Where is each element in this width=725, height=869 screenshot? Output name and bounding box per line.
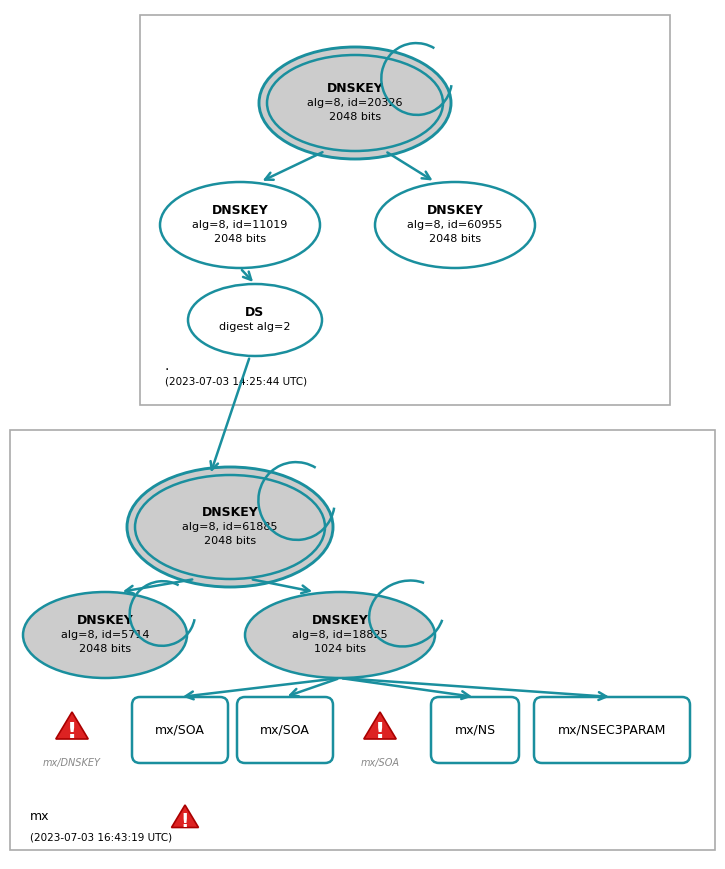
Text: mx/SOA: mx/SOA bbox=[260, 724, 310, 737]
Ellipse shape bbox=[127, 467, 333, 587]
Polygon shape bbox=[56, 712, 88, 739]
Text: mx/NSEC3PARAM: mx/NSEC3PARAM bbox=[558, 724, 666, 737]
Text: DNSKEY: DNSKEY bbox=[312, 614, 368, 627]
Text: mx: mx bbox=[30, 810, 49, 823]
Text: alg=8, id=61885: alg=8, id=61885 bbox=[182, 522, 278, 532]
Text: DNSKEY: DNSKEY bbox=[77, 614, 133, 627]
Text: 2048 bits: 2048 bits bbox=[329, 112, 381, 122]
Text: .: . bbox=[165, 359, 170, 373]
FancyBboxPatch shape bbox=[237, 697, 333, 763]
Text: mx/NS: mx/NS bbox=[455, 724, 496, 737]
Ellipse shape bbox=[188, 284, 322, 356]
Ellipse shape bbox=[245, 592, 435, 678]
Text: alg=8, id=5714: alg=8, id=5714 bbox=[61, 630, 149, 640]
Text: alg=8, id=20326: alg=8, id=20326 bbox=[307, 98, 403, 108]
FancyBboxPatch shape bbox=[431, 697, 519, 763]
Text: DNSKEY: DNSKEY bbox=[212, 204, 268, 217]
Text: (2023-07-03 16:43:19 UTC): (2023-07-03 16:43:19 UTC) bbox=[30, 832, 172, 842]
Text: mx/SOA: mx/SOA bbox=[155, 724, 205, 737]
Ellipse shape bbox=[23, 592, 187, 678]
FancyBboxPatch shape bbox=[10, 430, 715, 850]
Text: (2023-07-03 14:25:44 UTC): (2023-07-03 14:25:44 UTC) bbox=[165, 377, 307, 387]
Text: digest alg=2: digest alg=2 bbox=[219, 322, 291, 332]
Text: DNSKEY: DNSKEY bbox=[202, 507, 258, 520]
Text: DNSKEY: DNSKEY bbox=[327, 83, 384, 96]
Text: 2048 bits: 2048 bits bbox=[79, 644, 131, 654]
Text: 1024 bits: 1024 bits bbox=[314, 644, 366, 654]
Text: DNSKEY: DNSKEY bbox=[426, 204, 484, 217]
Text: !: ! bbox=[181, 812, 189, 831]
FancyBboxPatch shape bbox=[534, 697, 690, 763]
Text: DS: DS bbox=[245, 307, 265, 320]
Text: 2048 bits: 2048 bits bbox=[214, 234, 266, 244]
Ellipse shape bbox=[259, 47, 451, 159]
FancyBboxPatch shape bbox=[132, 697, 228, 763]
FancyBboxPatch shape bbox=[140, 15, 670, 405]
Text: !: ! bbox=[67, 722, 77, 742]
Text: !: ! bbox=[375, 722, 385, 742]
Text: mx/SOA: mx/SOA bbox=[360, 758, 399, 768]
Text: 2048 bits: 2048 bits bbox=[429, 234, 481, 244]
Text: alg=8, id=11019: alg=8, id=11019 bbox=[192, 220, 288, 230]
Text: 2048 bits: 2048 bits bbox=[204, 536, 256, 546]
Ellipse shape bbox=[160, 182, 320, 268]
Polygon shape bbox=[364, 712, 396, 739]
Ellipse shape bbox=[267, 55, 443, 151]
Polygon shape bbox=[172, 805, 199, 827]
Ellipse shape bbox=[375, 182, 535, 268]
Text: alg=8, id=18825: alg=8, id=18825 bbox=[292, 630, 388, 640]
Ellipse shape bbox=[135, 475, 325, 579]
Text: alg=8, id=60955: alg=8, id=60955 bbox=[407, 220, 502, 230]
Text: mx/DNSKEY: mx/DNSKEY bbox=[43, 758, 101, 768]
